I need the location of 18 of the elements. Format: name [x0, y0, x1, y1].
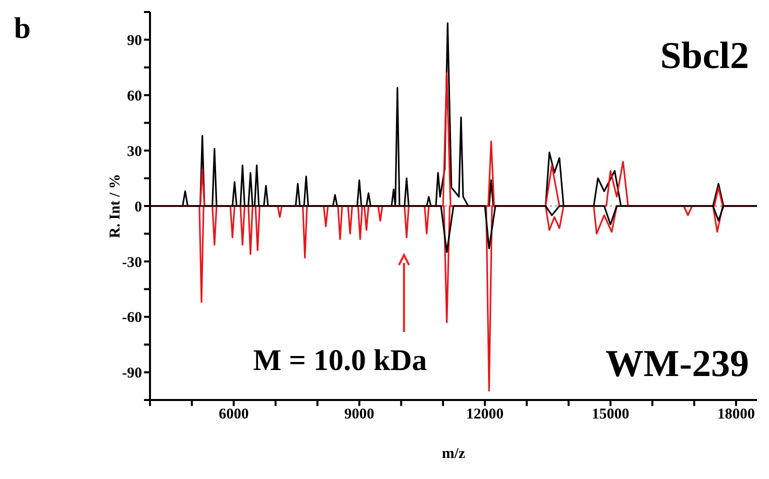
x-tick-label: 6000: [218, 406, 249, 423]
x-tick-label: 15000: [592, 406, 630, 423]
x-tick-label: 12000: [466, 406, 504, 423]
y-axis-title: R. Int / %: [107, 174, 124, 238]
x-tick-label: 9000: [344, 406, 374, 423]
text: b: [14, 12, 31, 45]
annotation: M = 10.0 kDa: [253, 344, 427, 377]
text: Sbcl2: [660, 35, 749, 77]
y-tick-label: 90: [127, 33, 142, 50]
y-tick-label: -30: [122, 254, 142, 271]
y-tick-label: -60: [122, 310, 142, 326]
x-axis-title: m/z: [442, 446, 466, 462]
text: WM-239: [605, 343, 749, 385]
y-tick-label: 30: [127, 144, 142, 160]
y-tick-label: 60: [127, 88, 142, 104]
y-tick-label: 0: [134, 199, 142, 216]
x-tick-label: 18000: [717, 406, 755, 423]
y-tick-label: -90: [122, 366, 142, 382]
